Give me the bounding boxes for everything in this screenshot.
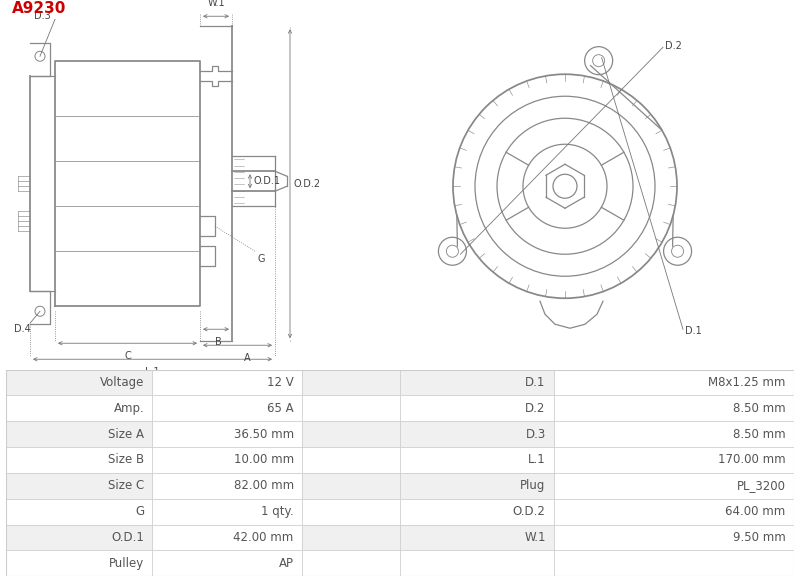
Bar bbox=[302, 395, 400, 421]
Bar bbox=[302, 499, 400, 524]
Bar bbox=[400, 421, 554, 447]
Text: AP: AP bbox=[278, 557, 294, 570]
Text: 8.50 mm: 8.50 mm bbox=[733, 402, 786, 415]
Text: Plug: Plug bbox=[520, 480, 546, 492]
Text: 8.50 mm: 8.50 mm bbox=[733, 428, 786, 441]
Text: D.3: D.3 bbox=[526, 428, 546, 441]
Bar bbox=[152, 524, 302, 551]
Bar bbox=[554, 395, 794, 421]
Text: Pulley: Pulley bbox=[109, 557, 144, 570]
Bar bbox=[400, 370, 554, 395]
Text: B: B bbox=[214, 337, 222, 347]
Text: L.1: L.1 bbox=[528, 453, 546, 466]
Bar bbox=[554, 551, 794, 576]
Text: PL_3200: PL_3200 bbox=[737, 480, 786, 492]
Text: 42.00 mm: 42.00 mm bbox=[234, 531, 294, 544]
Bar bbox=[6, 421, 152, 447]
Bar bbox=[152, 370, 302, 395]
Text: Size C: Size C bbox=[108, 480, 144, 492]
Text: W.1: W.1 bbox=[207, 0, 225, 8]
Bar bbox=[302, 524, 400, 551]
Bar bbox=[6, 524, 152, 551]
Text: D.4: D.4 bbox=[14, 324, 30, 334]
Bar bbox=[302, 447, 400, 473]
Text: O.D.1: O.D.1 bbox=[254, 176, 281, 186]
Bar bbox=[400, 499, 554, 524]
Text: 64.00 mm: 64.00 mm bbox=[726, 505, 786, 518]
Text: D.2: D.2 bbox=[665, 41, 682, 51]
Bar bbox=[6, 370, 152, 395]
Text: 9.50 mm: 9.50 mm bbox=[733, 531, 786, 544]
Text: A9230: A9230 bbox=[12, 1, 66, 16]
Text: L.1: L.1 bbox=[145, 367, 160, 377]
Bar bbox=[152, 447, 302, 473]
Text: 170.00 mm: 170.00 mm bbox=[718, 453, 786, 466]
Text: D.1: D.1 bbox=[526, 376, 546, 389]
Bar bbox=[6, 395, 152, 421]
Bar bbox=[6, 473, 152, 499]
Text: A: A bbox=[244, 353, 251, 363]
Text: D.3: D.3 bbox=[34, 11, 50, 21]
Bar bbox=[400, 524, 554, 551]
Text: Voltage: Voltage bbox=[100, 376, 144, 389]
Bar bbox=[554, 370, 794, 395]
Text: 65 A: 65 A bbox=[267, 402, 294, 415]
Bar bbox=[554, 524, 794, 551]
Bar bbox=[152, 499, 302, 524]
Text: Size B: Size B bbox=[108, 453, 144, 466]
Text: C: C bbox=[124, 352, 131, 361]
Text: O.D.1: O.D.1 bbox=[111, 531, 144, 544]
Bar bbox=[400, 551, 554, 576]
Text: O.D.2: O.D.2 bbox=[513, 505, 546, 518]
Bar bbox=[400, 473, 554, 499]
Bar bbox=[302, 551, 400, 576]
Text: D.1: D.1 bbox=[685, 327, 702, 336]
Text: Size A: Size A bbox=[108, 428, 144, 441]
Bar bbox=[554, 447, 794, 473]
Bar bbox=[302, 370, 400, 395]
Bar bbox=[152, 421, 302, 447]
Text: 1 qty.: 1 qty. bbox=[261, 505, 294, 518]
Text: 82.00 mm: 82.00 mm bbox=[234, 480, 294, 492]
Text: D.2: D.2 bbox=[526, 402, 546, 415]
Text: O.D.2: O.D.2 bbox=[294, 179, 321, 189]
Text: 12 V: 12 V bbox=[267, 376, 294, 389]
Bar bbox=[152, 395, 302, 421]
Text: G: G bbox=[258, 254, 266, 264]
Text: M8x1.25 mm: M8x1.25 mm bbox=[708, 376, 786, 389]
Bar bbox=[400, 447, 554, 473]
Text: G: G bbox=[135, 505, 144, 518]
Bar bbox=[400, 395, 554, 421]
Text: 36.50 mm: 36.50 mm bbox=[234, 428, 294, 441]
Text: Amp.: Amp. bbox=[114, 402, 144, 415]
Bar bbox=[554, 473, 794, 499]
Text: W.1: W.1 bbox=[524, 531, 546, 544]
Bar bbox=[6, 551, 152, 576]
Bar bbox=[6, 499, 152, 524]
Bar bbox=[554, 499, 794, 524]
Bar bbox=[302, 473, 400, 499]
Text: 10.00 mm: 10.00 mm bbox=[234, 453, 294, 466]
Bar bbox=[554, 421, 794, 447]
Bar bbox=[152, 473, 302, 499]
Bar bbox=[152, 551, 302, 576]
Bar bbox=[302, 421, 400, 447]
Bar bbox=[6, 447, 152, 473]
